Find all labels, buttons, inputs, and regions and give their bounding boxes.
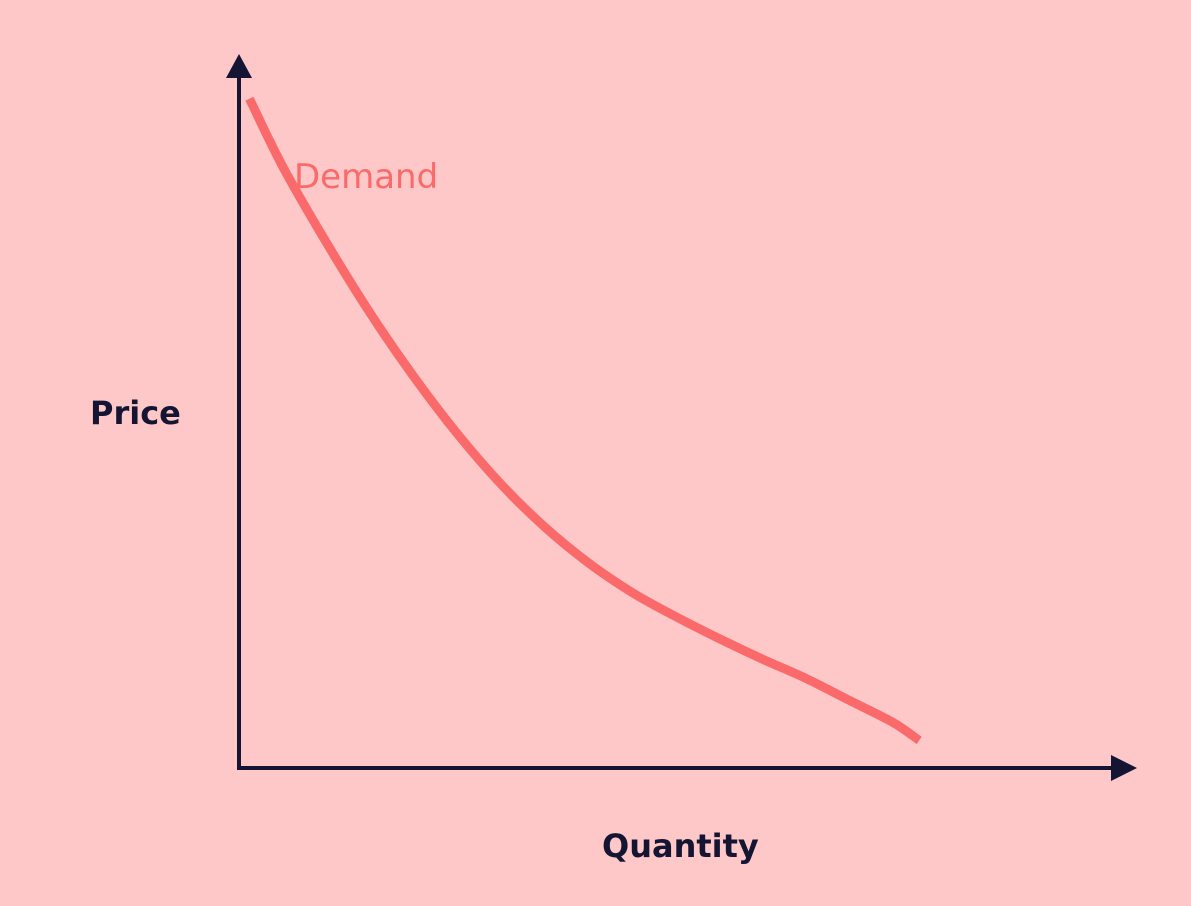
y-axis-arrow-icon <box>226 54 252 78</box>
axes <box>226 54 1137 781</box>
series-layer <box>245 96 922 745</box>
x-axis-label: Quantity <box>602 827 759 865</box>
x-axis-arrow-icon <box>1111 755 1137 781</box>
y-axis-label: Price <box>90 394 181 432</box>
demand-curve <box>245 96 922 745</box>
demand-series-label: Demand <box>294 157 438 197</box>
